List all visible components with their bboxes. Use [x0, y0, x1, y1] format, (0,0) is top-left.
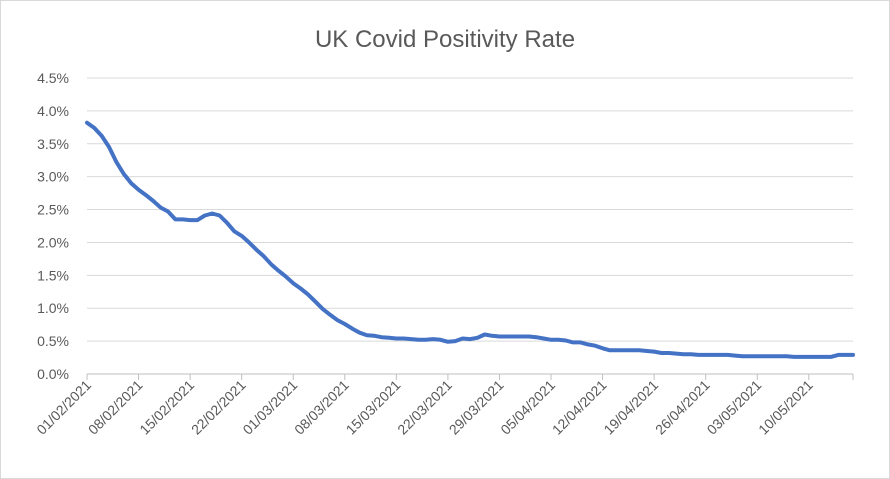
- y-tick-label: 4.5%: [37, 70, 69, 86]
- y-tick-label: 3.0%: [37, 169, 69, 185]
- x-tick-label: 22/03/2021: [394, 377, 455, 438]
- y-axis: 0.0% 0.5% 1.0% 1.5% 2.0% 2.5% 3.0% 3.5% 4.0% 4.5%: [37, 70, 69, 382]
- x-tick-label: 01/03/2021: [239, 377, 300, 438]
- x-tick-label: 22/02/2021: [188, 377, 249, 438]
- x-tick-label: 01/02/2021: [33, 377, 94, 438]
- y-tick-label: 1.0%: [37, 300, 69, 316]
- y-tick-label: 2.5%: [37, 202, 69, 218]
- gridlines: [87, 77, 853, 342]
- y-tick-label: 3.5%: [37, 136, 69, 152]
- y-tick-label: 4.0%: [37, 103, 69, 119]
- x-tick-label: 29/03/2021: [446, 377, 507, 438]
- x-tick-label: 15/02/2021: [136, 377, 197, 438]
- series-line: [85, 120, 855, 359]
- x-tick-label: 08/02/2021: [85, 377, 146, 438]
- series-layer: [85, 120, 855, 359]
- x-tick-label: 26/04/2021: [652, 377, 713, 438]
- y-tick-label: 0.0%: [37, 366, 69, 382]
- x-tick-label: 03/05/2021: [704, 377, 765, 438]
- y-tick-label: 1.5%: [37, 267, 69, 283]
- y-tick-label: 2.0%: [37, 234, 69, 250]
- x-tick-label: 15/03/2021: [343, 377, 404, 438]
- y-tick-label: 0.5%: [37, 333, 69, 349]
- chart-title: UK Covid Positivity Rate: [315, 26, 575, 53]
- x-axis: 01/02/202108/02/202115/02/202122/02/2021…: [33, 373, 854, 438]
- x-tick-label: 08/03/2021: [291, 377, 352, 438]
- x-tick-label: 19/04/2021: [600, 377, 661, 438]
- x-tick-label: 12/04/2021: [549, 377, 610, 438]
- x-tick-label: 10/05/2021: [755, 377, 816, 438]
- x-tick-label: 05/04/2021: [497, 377, 558, 438]
